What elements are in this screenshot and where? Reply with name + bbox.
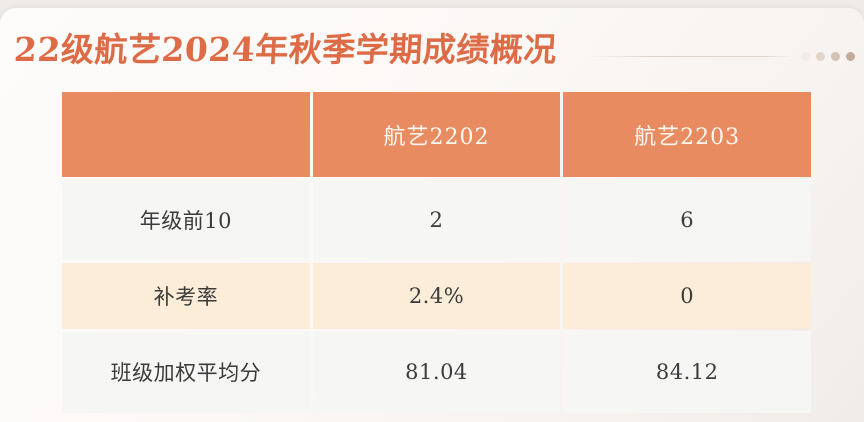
page-indicator-dot[interactable]: [831, 52, 840, 61]
table-header-class-2202: 航艺2202: [312, 92, 561, 177]
table-header-class-2203: 航艺2203: [563, 92, 811, 177]
slide-canvas: 22级航艺2024年秋季学期成绩概况 航艺2202 航艺2203 年级前10 2…: [0, 8, 864, 422]
cell-makeup-rate-2203: 0: [563, 263, 811, 329]
page-indicator-dot[interactable]: [801, 52, 810, 61]
row-label-weighted-average: 班级加权平均分: [62, 331, 310, 413]
cell-top10-2202: 2: [312, 179, 561, 261]
row-label-makeup-rate: 补考率: [62, 263, 310, 329]
table-header-corner: [62, 92, 310, 177]
cell-weighted-average-2202: 81.04: [312, 331, 561, 413]
cell-weighted-average-2203: 84.12: [563, 331, 811, 413]
cell-makeup-rate-2202: 2.4%: [312, 263, 561, 329]
row-label-top10: 年级前10: [62, 179, 310, 261]
page-indicator-dot[interactable]: [846, 52, 855, 61]
grades-table: 航艺2202 航艺2203 年级前10 2 6 补考率 2.4% 0 班级加权平…: [62, 92, 811, 413]
page-indicator-dot[interactable]: [816, 52, 825, 61]
divider-line: [588, 56, 793, 57]
page-title: 22级航艺2024年秋季学期成绩概况: [13, 30, 558, 69]
cell-top10-2203: 6: [563, 179, 811, 261]
page-indicator: [801, 52, 855, 61]
